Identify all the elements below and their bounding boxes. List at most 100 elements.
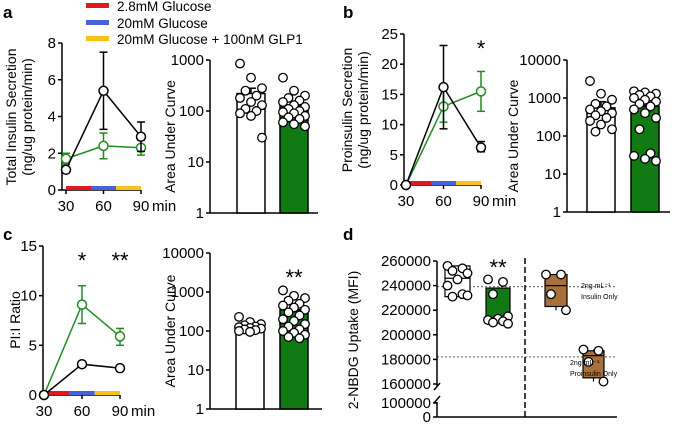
data-point [585,104,595,115]
y-tick-label: 10 [544,166,561,183]
y-tick-label: 1 [196,401,204,418]
y-axis-label: Total Insulin Secretion [3,49,19,186]
y-tick-label: 10 [20,288,37,305]
x-axis-unit: min [492,193,516,210]
x-tick-label: 60 [95,198,112,215]
y-tick-label: 100 [536,128,561,145]
data-point [278,300,288,311]
data-point [593,345,604,356]
legend-label: 20mM Glucose + 100nM GLP1 [117,32,303,47]
data-point [583,356,594,367]
data-point [234,311,244,322]
data-point [640,153,650,164]
panel-label-a: a [3,3,13,22]
data-point [246,110,256,121]
data-point [541,269,551,280]
data-point [629,104,639,115]
data-point [596,119,606,130]
x-axis-unit: min [131,403,155,420]
data-point [488,289,498,300]
data-point [596,88,606,99]
data-point [629,93,639,103]
data-point-control [38,389,50,401]
y-tick-label: 0 [29,387,37,404]
data-point-control [114,362,126,374]
data-point [645,101,656,112]
box-label: Proinsulin Only [570,371,618,378]
data-point [503,318,513,329]
legend-swatch-red [86,3,109,8]
data-point [283,307,294,318]
data-point [278,72,288,83]
data-point [240,85,251,96]
data-point [483,274,493,285]
legend-label: 20mM Glucose [117,16,208,31]
data-point-GLP1 [76,299,88,310]
data-point [640,108,650,119]
data-point [498,276,508,287]
y-tick-label: 1 [196,205,204,222]
y-axis-label: Area Under Curve [162,80,178,193]
data-point [561,305,571,316]
legend-swatch-yellow [86,36,109,41]
y-tick-label: 260000 [381,253,431,270]
data-point [447,291,458,302]
data-point [546,289,556,300]
data-point [278,314,288,325]
data-point [257,132,267,143]
treatment-bar [116,186,141,190]
data-point [294,333,305,344]
data-point [651,112,661,123]
data-point [234,326,244,336]
y-axis-label: (ng/ug protein/min) [355,51,371,169]
data-point [585,115,595,126]
y-tick-label: 100 [179,323,204,340]
treatment-bar [91,186,116,190]
treatment-bar [94,391,120,395]
data-point-control [475,142,487,153]
significance-marker: ** [285,265,303,290]
x-axis-unit: min [152,198,176,215]
y-axis-label: PI:I Ratio [7,291,23,349]
legend-label: 2.8mM Glucose [117,0,212,14]
y-tick-label: 240000 [381,278,431,295]
y-tick-label: 0 [423,409,431,424]
y-tick-label: 10 [381,117,398,134]
data-point [300,121,310,132]
significance-marker: * [78,248,87,273]
y-tick-label: 200000 [381,327,431,344]
data-point [598,376,609,387]
data-point [556,269,566,280]
significance-marker: ** [111,248,129,273]
y-tick-label: 10000 [162,245,204,262]
data-point [442,280,453,291]
y-tick-label: 25 [381,26,398,43]
y-tick-label: 4 [48,109,56,126]
y-tick-label: 10 [187,362,204,379]
x-tick-label: 30 [398,193,415,210]
data-point [246,72,256,83]
data-point-control [76,358,88,370]
data-point [578,344,589,355]
x-tick-label: 60 [74,403,91,420]
legend-swatch-blue [86,20,109,25]
data-point-control [135,131,147,142]
panel-label-d: d [343,225,353,244]
data-point [278,285,288,296]
treatment-bar [456,181,481,185]
data-point-GLP1 [475,86,487,97]
treatment-bar [44,391,70,395]
y-axis-label: Area Under Curve [162,274,178,387]
y-tick-label: 10000 [519,52,561,69]
y-tick-label: 1000 [171,284,204,301]
y-axis-label: (ng/ug protein/min) [19,58,35,176]
data-point [462,268,473,279]
y-tick-label: 100 [179,103,204,120]
data-point [651,156,661,166]
data-point [452,274,463,285]
y-tick-label: 220000 [381,302,431,319]
box-label: Insulin Only [581,294,618,301]
data-point [462,290,473,301]
panel-label-b: b [343,3,353,22]
data-point [634,124,645,135]
